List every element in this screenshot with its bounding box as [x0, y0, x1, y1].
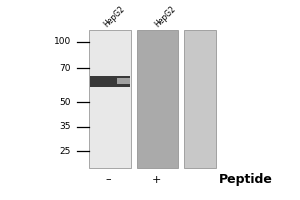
Text: 70: 70: [59, 64, 71, 73]
Bar: [117, 78, 130, 84]
Bar: [136, 30, 178, 168]
Text: 35: 35: [59, 122, 71, 131]
Text: –: –: [105, 175, 111, 185]
Text: HepG2: HepG2: [102, 4, 127, 29]
Text: +: +: [151, 175, 161, 185]
Text: HepG2: HepG2: [153, 4, 178, 29]
Bar: [90, 76, 130, 87]
Bar: [184, 30, 216, 168]
Text: 50: 50: [59, 98, 71, 107]
Text: Peptide: Peptide: [219, 173, 273, 186]
Text: 25: 25: [59, 147, 71, 156]
Text: 100: 100: [54, 37, 71, 46]
Bar: [89, 30, 130, 168]
